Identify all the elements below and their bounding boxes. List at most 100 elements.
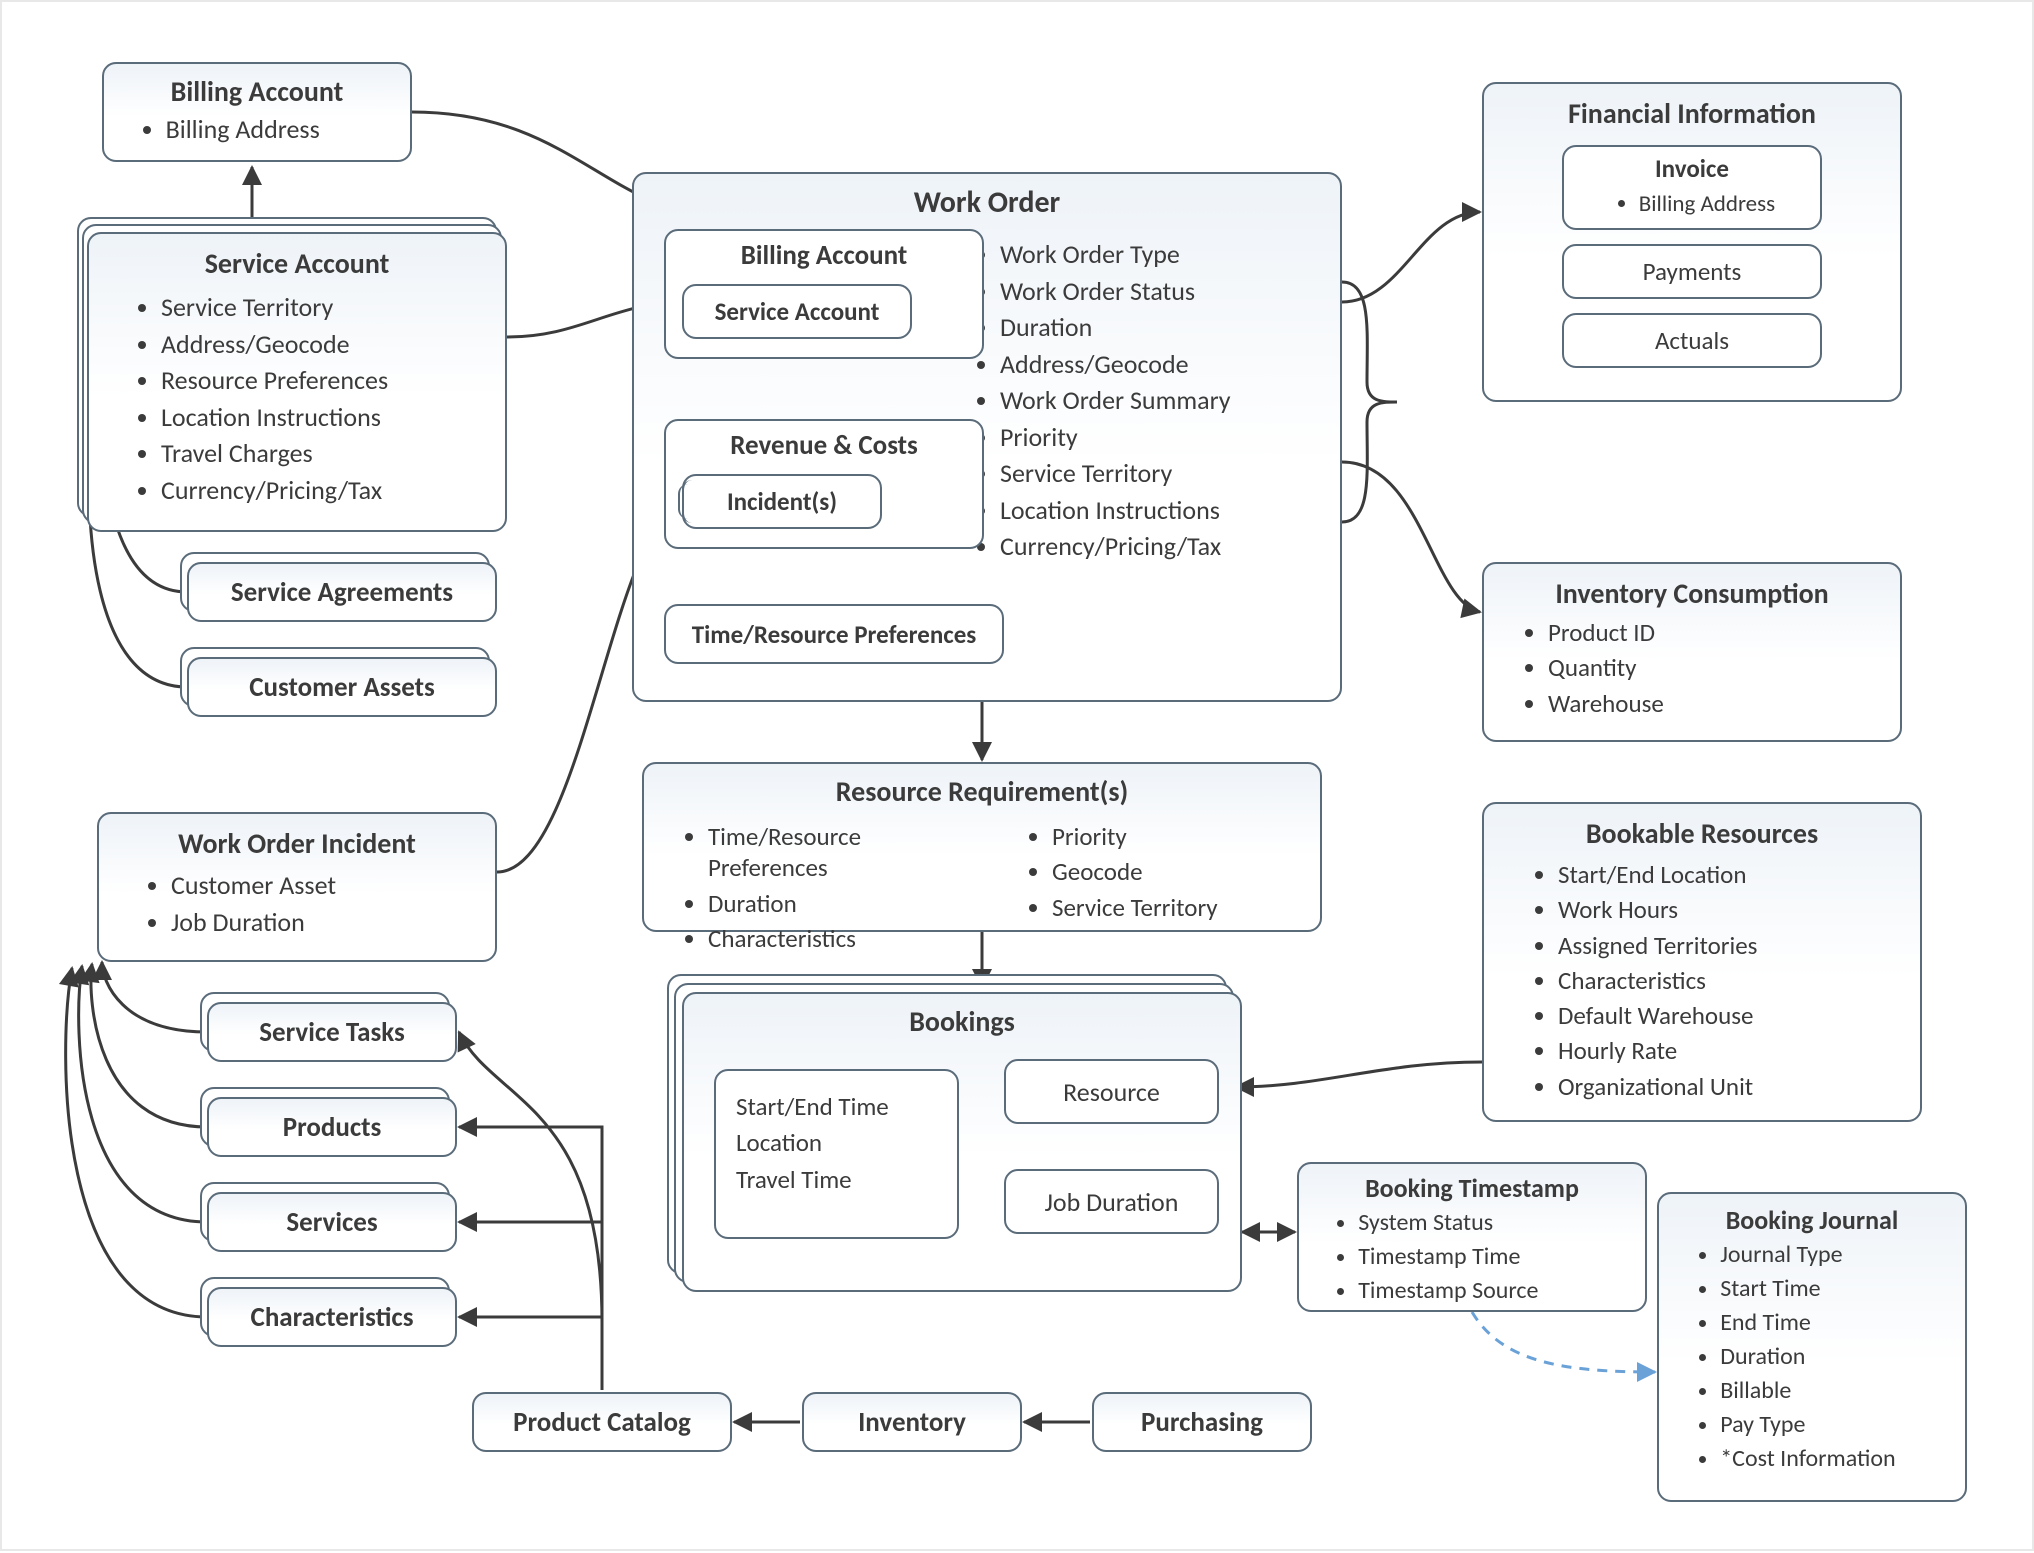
node-products: Products: [207, 1097, 457, 1157]
title: Service Tasks: [259, 1016, 405, 1049]
item: Organizational Unit: [1558, 1071, 1896, 1102]
node-inventory: Inventory: [802, 1392, 1022, 1452]
title: Bookings: [684, 1004, 1240, 1039]
node-customer-assets: Customer Assets: [187, 657, 497, 717]
item: Pay Type: [1720, 1410, 1947, 1440]
line: Start/End Time: [736, 1089, 937, 1125]
work-order-attrs: Work Order Type Work Order Status Durati…: [964, 234, 1320, 567]
item: Service Territory: [1052, 892, 1296, 923]
item: Work Order Summary: [1000, 384, 1320, 417]
title: Inventory: [858, 1406, 966, 1439]
item: *Cost Information: [1720, 1444, 1947, 1474]
item: Currency/Pricing/Tax: [161, 474, 485, 507]
label: Job Duration: [1045, 1186, 1179, 1218]
node-characteristics: Characteristics: [207, 1287, 457, 1347]
title: Booking Timestamp: [1315, 1172, 1629, 1204]
item: Hourly Rate: [1558, 1035, 1896, 1066]
label: Time/Resource Preferences: [692, 619, 977, 650]
item: Location Instructions: [1000, 494, 1320, 527]
item: Address/Geocode: [1000, 348, 1320, 381]
node-bookings: Bookings Start/End Time Location Travel …: [682, 992, 1242, 1292]
title: Bookable Resources: [1508, 816, 1896, 851]
diagram-canvas: Billing Account Billing Address Service …: [0, 0, 2034, 1551]
node-booking-journal: Booking Journal Journal Type Start Time …: [1657, 1192, 1967, 1502]
item: Billing Address: [1639, 190, 1775, 219]
label: Invoice: [1655, 153, 1729, 184]
item: Characteristics: [1558, 965, 1896, 996]
item: Time/Resource Preferences: [708, 821, 952, 884]
bookings-resource: Resource: [1004, 1059, 1219, 1124]
title: Financial Information: [1514, 96, 1870, 131]
title: Products: [283, 1111, 382, 1144]
fin-payments: Payments: [1562, 244, 1822, 299]
wo-time-resource: Time/Resource Preferences: [664, 604, 1004, 664]
line: Location: [736, 1125, 937, 1161]
item: Work Order Type: [1000, 238, 1320, 271]
label: Payments: [1643, 256, 1742, 287]
item: Location Instructions: [161, 401, 485, 434]
fin-invoice: Invoice Billing Address: [1562, 145, 1822, 230]
item: Work Order Status: [1000, 275, 1320, 308]
label: Actuals: [1655, 325, 1729, 356]
node-work-order-incident: Work Order Incident Customer Asset Job D…: [97, 812, 497, 962]
item: Address/Geocode: [161, 328, 485, 361]
node-service-tasks: Service Tasks: [207, 1002, 457, 1062]
node-booking-timestamp: Booking Timestamp System Status Timestam…: [1297, 1162, 1647, 1312]
node-product-catalog: Product Catalog: [472, 1392, 732, 1452]
title: Customer Assets: [249, 671, 435, 704]
title: Product Catalog: [513, 1406, 691, 1439]
title: Billing Account: [124, 74, 390, 109]
item: Service Territory: [1000, 457, 1320, 490]
item: Priority: [1000, 421, 1320, 454]
node-service-agreements: Service Agreements: [187, 562, 497, 622]
item: Timestamp Source: [1358, 1276, 1629, 1306]
title: Characteristics: [251, 1301, 414, 1334]
node-resource-requirements: Resource Requirement(s) Time/Resource Pr…: [642, 762, 1322, 932]
item: Currency/Pricing/Tax: [1000, 530, 1320, 563]
item: Product ID: [1548, 617, 1876, 648]
item: Priority: [1052, 821, 1296, 852]
item: Default Warehouse: [1558, 1000, 1896, 1031]
title: Billing Account: [682, 239, 966, 272]
item: Work Hours: [1558, 894, 1896, 925]
item: Duration: [1720, 1342, 1947, 1372]
item: Job Duration: [171, 906, 475, 939]
item: Characteristics: [708, 923, 952, 954]
wo-revenue-costs: Revenue & Costs Incident(s): [664, 419, 984, 549]
node-services: Services: [207, 1192, 457, 1252]
item: Billable: [1720, 1376, 1947, 1406]
wo-incidents: Incident(s): [682, 474, 882, 529]
bookings-start-end: Start/End Time Location Travel Time: [714, 1069, 959, 1239]
title: Inventory Consumption: [1508, 576, 1876, 611]
item: Quantity: [1548, 652, 1876, 683]
bookings-job-duration: Job Duration: [1004, 1169, 1219, 1234]
item: Travel Charges: [161, 437, 485, 470]
item: Geocode: [1052, 856, 1296, 887]
node-inventory-consumption: Inventory Consumption Product ID Quantit…: [1482, 562, 1902, 742]
item: Start/End Location: [1558, 859, 1896, 890]
fin-actuals: Actuals: [1562, 313, 1822, 368]
label: Incident(s): [727, 486, 837, 517]
item: Duration: [708, 888, 952, 919]
node-billing-account: Billing Account Billing Address: [102, 62, 412, 162]
line: Travel Time: [736, 1162, 937, 1198]
item: Duration: [1000, 311, 1320, 344]
item: Customer Asset: [171, 869, 475, 902]
item: Service Territory: [161, 291, 485, 324]
item: Assigned Territories: [1558, 930, 1896, 961]
item: Billing Address: [166, 113, 390, 146]
label: Resource: [1063, 1076, 1160, 1108]
title: Purchasing: [1141, 1406, 1263, 1439]
title: Services: [286, 1206, 377, 1239]
node-work-order: Work Order Work Order Type Work Order St…: [632, 172, 1342, 702]
item: Timestamp Time: [1358, 1242, 1629, 1272]
node-financial-info: Financial Information Invoice Billing Ad…: [1482, 82, 1902, 402]
item: Journal Type: [1720, 1240, 1947, 1270]
title: Resource Requirement(s): [668, 774, 1296, 809]
item: Start Time: [1720, 1274, 1947, 1304]
item: Resource Preferences: [161, 364, 485, 397]
wo-service-account: Service Account: [682, 284, 912, 339]
node-service-account: Service Account Service Territory Addres…: [87, 232, 507, 532]
item: End Time: [1720, 1308, 1947, 1338]
title: Work Order Incident: [119, 826, 475, 861]
